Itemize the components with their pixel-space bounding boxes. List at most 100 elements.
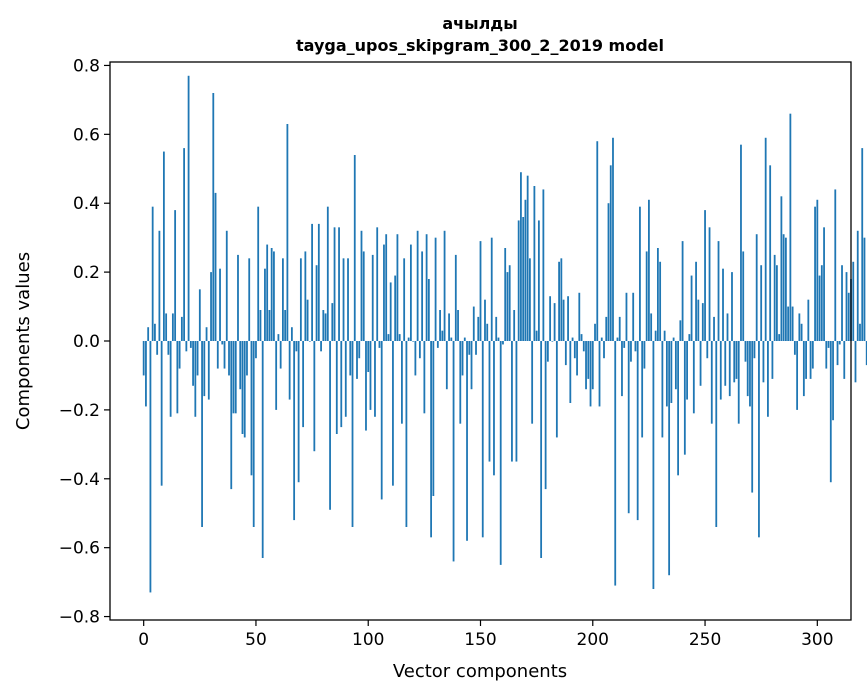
bar (203, 341, 206, 397)
bar (185, 341, 188, 352)
bar (807, 299, 810, 341)
bar (863, 237, 866, 341)
bar (239, 341, 242, 390)
bar (418, 341, 421, 359)
bar (688, 334, 691, 341)
bar (735, 341, 738, 379)
bar (531, 341, 534, 424)
bar (603, 341, 605, 359)
bar (392, 341, 394, 486)
chart-subtitle: tayga_upos_skipgram_300_2_2019 model (296, 36, 664, 55)
bar (259, 310, 262, 341)
bar (257, 206, 260, 341)
bar (524, 199, 527, 341)
bar (493, 341, 495, 476)
bar (385, 234, 388, 341)
bar (697, 299, 700, 341)
bar (362, 251, 365, 341)
bar (793, 341, 796, 355)
bar (674, 341, 677, 390)
bar (529, 258, 531, 341)
bar (488, 341, 491, 462)
bar (625, 292, 628, 341)
bar (737, 341, 740, 424)
bar (859, 323, 861, 341)
bar (742, 251, 745, 341)
bar (349, 341, 352, 376)
bar (582, 341, 585, 352)
bar (383, 244, 385, 341)
bar (787, 306, 790, 341)
bar (174, 210, 177, 341)
bar (347, 258, 349, 341)
bar (407, 337, 410, 341)
bar (234, 341, 237, 414)
bar (369, 341, 372, 410)
bar (643, 341, 646, 369)
bar (441, 330, 444, 341)
bar (515, 341, 518, 462)
bar (394, 275, 397, 341)
bar (145, 341, 147, 407)
bar (414, 341, 417, 376)
bar (374, 341, 376, 417)
bar (194, 341, 197, 417)
bar (517, 220, 520, 341)
x-axis-label: Vector components (393, 661, 567, 682)
bar (331, 303, 334, 341)
bar (270, 248, 273, 341)
bar (490, 237, 493, 341)
bar (196, 341, 199, 376)
bar (412, 341, 415, 342)
x-tick-label: 300 (801, 630, 833, 650)
bar (264, 268, 266, 341)
bar (558, 261, 560, 341)
bar (430, 341, 432, 538)
bar (230, 341, 233, 490)
bar (151, 206, 154, 341)
bar (564, 341, 567, 366)
x-tick-label: 0 (138, 630, 149, 650)
bar (553, 303, 556, 341)
bar (162, 151, 165, 341)
bar (284, 310, 287, 341)
bar (616, 337, 619, 341)
bar (252, 341, 255, 527)
bar (618, 316, 621, 341)
bar-series (142, 75, 867, 593)
bar (829, 341, 832, 483)
bar (704, 210, 706, 341)
bar (452, 341, 455, 562)
x-tick-label: 200 (577, 630, 609, 650)
bar (764, 137, 767, 341)
bar (477, 316, 480, 341)
bar (578, 292, 581, 341)
bar (796, 341, 799, 410)
bar (782, 234, 785, 341)
bar (760, 265, 763, 341)
bar (780, 196, 783, 341)
bar (724, 341, 727, 386)
bar (706, 341, 709, 359)
bar (596, 141, 599, 341)
bar (639, 206, 641, 341)
bar (758, 341, 760, 538)
bar (562, 299, 565, 341)
x-axis-ticks: 0 50 100 150 200 250 300 (138, 620, 834, 650)
bar (690, 275, 693, 341)
bar (773, 254, 776, 341)
bar (293, 341, 296, 521)
bar (607, 203, 610, 341)
bar (351, 341, 354, 527)
bar (753, 341, 756, 359)
bar (277, 334, 280, 341)
bar (398, 334, 401, 341)
bar (333, 227, 336, 341)
bar (290, 327, 293, 341)
bar (679, 320, 682, 341)
bar (241, 341, 244, 434)
bar (436, 341, 439, 348)
bar (852, 261, 855, 341)
bar (154, 323, 156, 341)
